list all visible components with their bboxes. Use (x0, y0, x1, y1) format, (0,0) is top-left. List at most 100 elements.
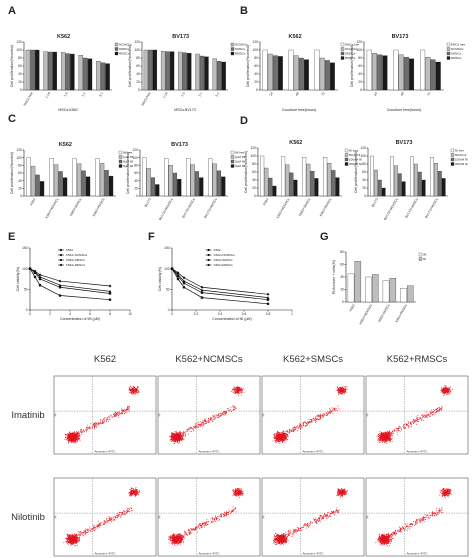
legend-marker (59, 258, 63, 262)
event-dot (105, 419, 107, 420)
flow-y-axis-label: PI (54, 413, 58, 416)
bar (58, 171, 63, 197)
event-dot (380, 432, 381, 434)
chart-title: BV173 (171, 142, 188, 148)
event-dot (175, 440, 177, 442)
event-dot (449, 391, 451, 393)
event-dot (225, 412, 226, 414)
event-dot (79, 532, 81, 533)
event-dot (69, 538, 71, 539)
event-dot (313, 419, 315, 420)
event-dot (168, 436, 170, 437)
event-dot (132, 393, 133, 395)
event-dot (180, 434, 182, 436)
legend-label: NCMSCs (235, 43, 248, 47)
event-dot (202, 420, 204, 422)
event-dot (416, 418, 418, 419)
bar (371, 53, 377, 91)
event-dot (76, 535, 78, 537)
event-dot (238, 393, 240, 394)
event-dot (316, 418, 318, 419)
event-dot (73, 539, 75, 541)
event-dot (398, 427, 400, 429)
event-dot (70, 437, 72, 439)
event-dot (382, 437, 384, 438)
event-dot (412, 420, 414, 422)
event-dot (116, 515, 117, 516)
y-tick-label: 0 (360, 88, 362, 92)
event-dot (332, 412, 334, 414)
event-dot (110, 520, 111, 521)
flow-plot-frame (53, 477, 157, 557)
event-dot (235, 407, 237, 409)
event-dot (225, 412, 227, 414)
event-dot (188, 433, 189, 435)
event-dot (340, 387, 342, 388)
event-dot (196, 422, 198, 424)
series-line (29, 268, 111, 287)
event-dot (115, 517, 117, 519)
event-dot (79, 440, 81, 442)
event-dot (342, 385, 344, 387)
event-dot (73, 537, 75, 539)
event-dot (81, 434, 83, 435)
event-dot (70, 541, 72, 543)
event-dot (222, 411, 224, 413)
event-dot (67, 537, 69, 539)
event-dot (402, 426, 404, 427)
event-dot (121, 408, 122, 410)
series-line (171, 268, 269, 305)
bar (34, 49, 40, 91)
event-dot (309, 421, 311, 423)
event-dot (381, 440, 383, 442)
bar (407, 285, 414, 303)
event-dot (342, 390, 344, 392)
event-dot (70, 433, 71, 435)
event-dot (65, 542, 67, 544)
event-dot (446, 389, 448, 391)
event-dot (98, 526, 99, 527)
event-dot (237, 387, 239, 389)
event-dot (64, 437, 66, 438)
event-dot (74, 535, 76, 537)
bar (85, 176, 91, 197)
event-dot (284, 439, 285, 440)
event-dot (315, 418, 317, 420)
event-dot (382, 437, 384, 439)
event-dot (335, 408, 337, 409)
event-dot (430, 413, 432, 414)
event-dot (443, 387, 445, 389)
event-dot (281, 439, 283, 441)
event-dot (70, 440, 72, 442)
legend-label: NI free (455, 149, 464, 153)
event-dot (79, 531, 81, 533)
event-dot (417, 418, 418, 420)
event-dot (181, 440, 183, 442)
y-tick-label: 60 (18, 64, 22, 68)
event-dot (403, 427, 405, 428)
event-dot (175, 438, 177, 439)
event-dot (398, 425, 400, 427)
event-dot (291, 430, 293, 432)
event-dot (73, 437, 75, 439)
event-dot (133, 387, 135, 389)
event-dot (234, 387, 236, 389)
event-dot (75, 438, 77, 440)
event-dot (279, 432, 280, 434)
bar (142, 157, 147, 197)
event-dot (170, 434, 172, 436)
event-dot (67, 541, 69, 543)
event-dot (178, 440, 180, 442)
event-dot (174, 434, 175, 436)
data-point (58, 283, 62, 287)
event-dot (75, 439, 77, 441)
event-dot (416, 419, 418, 421)
data-point (182, 285, 186, 289)
bar (397, 173, 402, 197)
event-dot (207, 418, 209, 419)
event-dot (92, 525, 94, 527)
flow-column-label: K562+RMSCs (387, 354, 448, 365)
legend-swatch (118, 155, 123, 159)
event-dot (183, 434, 184, 436)
legend-swatch (230, 51, 235, 56)
